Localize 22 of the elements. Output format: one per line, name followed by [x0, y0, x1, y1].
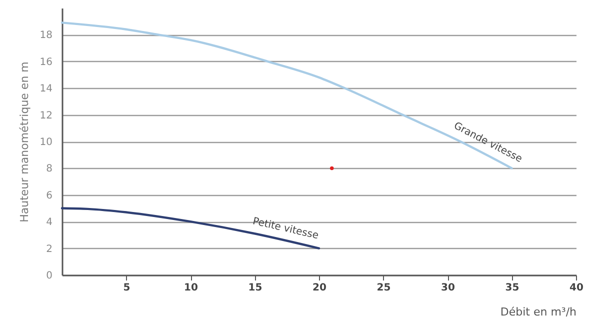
y-tick-label: 4: [46, 217, 52, 228]
x-tick-label: 35: [505, 282, 520, 294]
text: Petite vitesse: [252, 216, 320, 242]
x-tick-label: 25: [376, 282, 391, 294]
x-axis-title: Débit en m³/h: [500, 306, 577, 318]
x-tick-label: 30: [441, 282, 455, 294]
y-tick-label: 8: [46, 164, 52, 175]
x-tick-label: 20: [312, 282, 326, 294]
x-tick-label: 40: [570, 282, 584, 294]
y-tick-label: 6: [46, 190, 52, 202]
y-tick-label: 14: [40, 84, 52, 95]
y-tick-label: 2: [46, 244, 52, 255]
line-series: [60, 207, 320, 250]
y-tick-label: 10: [40, 137, 52, 148]
y-tick-label: 0: [46, 270, 52, 282]
y-tick-label: 16: [40, 56, 52, 68]
x-tick-label: 10: [184, 282, 198, 294]
y-tick-label: 12: [40, 110, 52, 122]
x-tick-label: 5: [123, 282, 130, 294]
x-tick-label: 15: [248, 282, 262, 294]
y-tick-label: 18: [40, 30, 52, 42]
y-axis-title: Hauteur manométrique en m: [18, 62, 31, 222]
